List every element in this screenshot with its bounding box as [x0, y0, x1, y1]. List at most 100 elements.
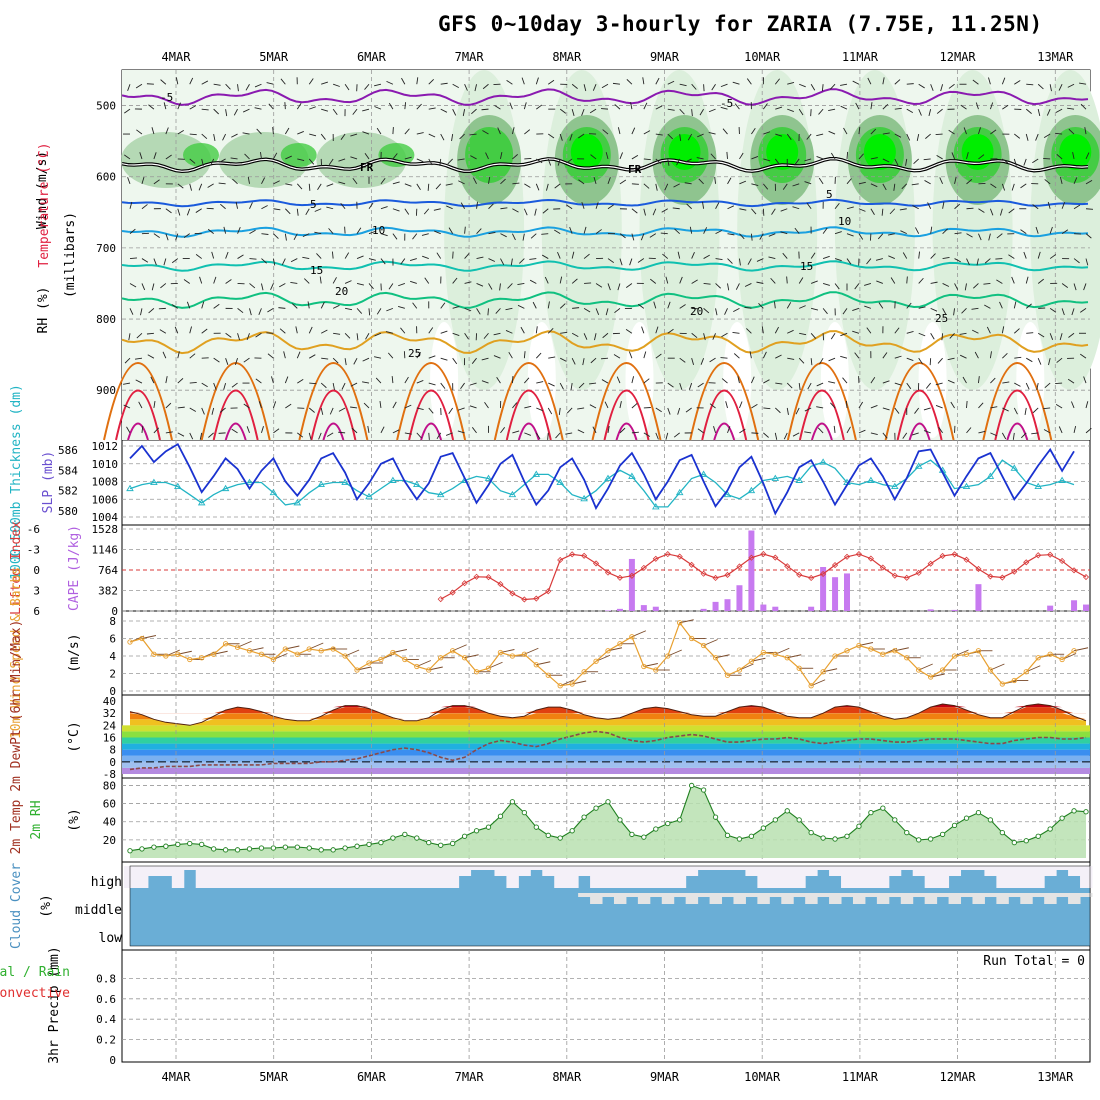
- thickness-point: [819, 458, 827, 465]
- wind-barb: [1011, 183, 1015, 191]
- wind-barb: [818, 177, 824, 185]
- wind-barb: [320, 133, 326, 140]
- rh-point: [820, 835, 826, 841]
- wind-barb: [302, 233, 310, 238]
- lifted-index-point: [521, 596, 528, 603]
- cloud-clear-high: [745, 866, 758, 876]
- wind-barb: [1085, 152, 1090, 160]
- rh-point: [677, 817, 683, 823]
- wind-barb: [643, 432, 651, 437]
- wind-barb: [888, 255, 895, 259]
- wind-barb: [1001, 432, 1007, 440]
- wind-barb: [219, 158, 226, 163]
- wind-barb: [882, 380, 890, 384]
- lifted-index-point: [1011, 568, 1018, 575]
- wind-barb: [988, 233, 991, 241]
- wind-barb: [989, 208, 994, 216]
- wind-barb: [127, 84, 131, 91]
- wind-barb: [954, 203, 961, 210]
- wind-barb: [667, 133, 674, 140]
- wind-barb: [899, 208, 907, 211]
- rh-point: [509, 799, 516, 805]
- cloud-clear-middle: [960, 893, 973, 897]
- wind-barb: [1002, 104, 1009, 110]
- wind-barb: [309, 382, 317, 385]
- wind-barb: [129, 308, 134, 315]
- wind-barb: [544, 276, 549, 284]
- rh2m-axis-label: 2m RH: [29, 800, 44, 839]
- wind-barb: [254, 107, 262, 110]
- wind-barb: [775, 354, 782, 359]
- wind-barb: [385, 331, 394, 334]
- wind-barb: [452, 357, 458, 365]
- wind-barb: [440, 330, 448, 334]
- wind-barb: [667, 158, 670, 166]
- wind-barb: [231, 382, 238, 388]
- wind-barb: [380, 233, 388, 237]
- cloud-axis-label: Cloud Cover: [9, 863, 24, 949]
- wind-barb: [950, 401, 955, 409]
- wind-barb: [374, 83, 382, 87]
- wind-barb: [829, 83, 836, 90]
- wind-barb: [1035, 133, 1039, 141]
- wind-barb: [380, 258, 386, 265]
- wind-speed-point: [258, 651, 265, 657]
- wind-barb: [542, 208, 549, 214]
- rh-point: [306, 845, 312, 851]
- wind-barb: [983, 283, 991, 285]
- wind-barb: [605, 152, 609, 160]
- wind-barb: [368, 202, 374, 210]
- wind-barb: [976, 258, 979, 266]
- wind-barb: [356, 308, 363, 314]
- wind-barb: [535, 183, 540, 191]
- rh-point: [473, 828, 480, 834]
- wind-barb: [674, 228, 681, 234]
- wind-barb: [828, 130, 836, 135]
- wind-barb: [662, 253, 669, 259]
- wind-speed-point: [473, 669, 480, 675]
- wind-barb: [368, 283, 374, 290]
- date-label-bottom: 5MAR: [259, 1070, 289, 1084]
- wind-barb: [720, 357, 728, 359]
- wind-barb: [679, 276, 683, 284]
- cloud-level-middle: middle: [75, 903, 122, 918]
- wind-barb: [577, 429, 585, 434]
- wind-barb: [160, 283, 167, 289]
- wind-barb: [735, 283, 740, 290]
- wind-barb: [319, 276, 322, 284]
- wind-barb: [183, 233, 191, 239]
- wind-barb: [667, 80, 675, 85]
- wind-barb: [870, 102, 873, 110]
- wind-barb: [535, 352, 542, 359]
- wind-barb: [966, 152, 969, 160]
- cloud-clear-high: [542, 866, 555, 876]
- cloud-clear-high: [470, 866, 484, 870]
- lifted-index-point: [879, 564, 886, 571]
- wind-barb: [295, 326, 298, 334]
- wind-barb: [559, 108, 567, 114]
- wind-barb: [171, 304, 179, 309]
- cloud-clear-high: [1068, 866, 1081, 876]
- wind-barb: [512, 430, 520, 434]
- wind-barb: [870, 377, 876, 384]
- wind-barb: [569, 133, 573, 141]
- wind-speed-point: [689, 635, 695, 642]
- date-label-bottom: 13MAR: [1037, 1070, 1074, 1084]
- wind-barb: [1044, 179, 1051, 185]
- wind-barb: [1013, 301, 1017, 309]
- cape-frame: [121, 524, 1091, 612]
- cloud-clear-high: [996, 866, 1009, 888]
- cloud-clear-high: [864, 866, 878, 888]
- lifted-index-point: [867, 555, 874, 562]
- wind-barb: [388, 102, 394, 110]
- wind-barb: [428, 133, 436, 138]
- rh-point: [438, 842, 444, 848]
- wind-barb: [433, 208, 441, 211]
- wind-barb: [223, 382, 227, 390]
- wind-barb: [810, 358, 813, 366]
- isotherm-label: 20: [690, 305, 703, 318]
- wind-barb: [625, 283, 633, 288]
- wind-barb: [165, 127, 169, 135]
- thickness-point: [891, 482, 899, 490]
- wind-barb: [338, 431, 346, 434]
